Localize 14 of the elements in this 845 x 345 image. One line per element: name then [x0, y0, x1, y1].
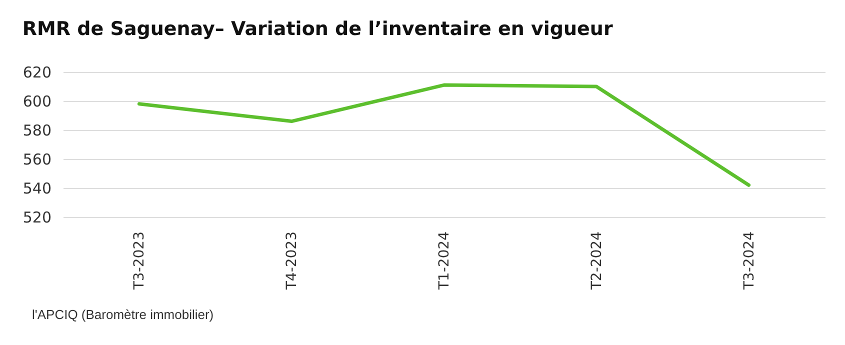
y-tick-label: 600	[22, 92, 52, 110]
x-tick-label: T1-2024	[436, 231, 452, 291]
x-tick-label: T3-2023	[132, 232, 148, 291]
chart-title: RMR de Saguenay– Variation de l’inventaire en vigueur	[22, 18, 614, 40]
y-tick-label: 520	[22, 208, 52, 226]
y-tick-label: 620	[22, 64, 52, 82]
line-series	[137, 83, 751, 187]
y-tick-label: 540	[22, 180, 52, 198]
text: l'APCIQ (Baromètre immobilier)	[32, 307, 214, 322]
y-tick-label: 560	[22, 150, 52, 168]
x-tick-label: T4-2023	[284, 232, 300, 291]
x-tick-label: T3-2024	[741, 231, 758, 291]
y-tick-label: 580	[22, 122, 52, 140]
x-tick-label: T2-2024	[588, 231, 605, 291]
